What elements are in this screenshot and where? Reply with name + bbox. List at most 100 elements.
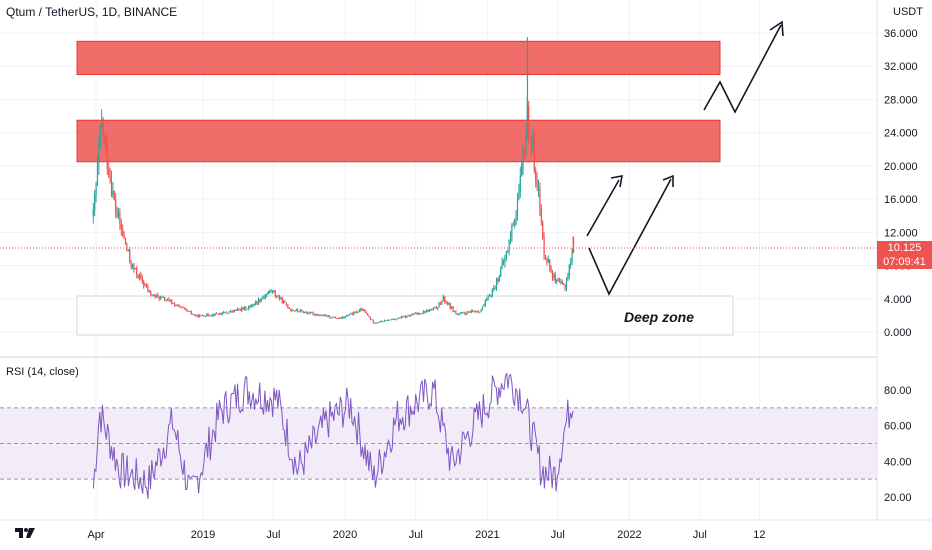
candle-body <box>444 296 446 302</box>
candle-body <box>467 311 470 313</box>
candle-body <box>284 301 286 303</box>
candle-body <box>518 191 520 201</box>
candle-body <box>494 288 496 289</box>
candle-body <box>199 315 201 318</box>
candle-body <box>140 275 142 278</box>
candle-body <box>348 314 351 316</box>
candle-body <box>351 313 353 315</box>
candle-body <box>106 144 108 170</box>
candle-body <box>421 312 423 314</box>
candle-body <box>319 315 321 317</box>
candle-body <box>323 314 325 316</box>
candle-body <box>346 315 348 317</box>
price-tick-label: 16.000 <box>884 194 918 206</box>
candle-body <box>207 313 209 316</box>
candle-body <box>487 295 489 300</box>
candle-body <box>409 316 411 317</box>
time-tick-label: Jul <box>551 529 565 541</box>
candle-body <box>445 301 447 303</box>
time-axis[interactable]: Apr 2019 Jul 2020 Jul 2021 Jul 2022 Jul 12 <box>87 529 765 541</box>
candle-body <box>287 305 289 308</box>
candle-body <box>481 306 484 311</box>
rsi-indicator-label[interactable]: RSI (14, close) <box>6 366 79 378</box>
candle-body <box>521 163 523 176</box>
candle-body <box>498 276 500 282</box>
candle-body <box>340 317 342 319</box>
candle-body <box>418 313 421 315</box>
resistance-zone <box>76 119 721 163</box>
candle-body <box>283 301 285 304</box>
candle-body <box>371 319 373 321</box>
candle-body <box>270 291 272 292</box>
candle-body <box>514 218 516 226</box>
candle-body <box>176 304 178 306</box>
candlestick-series <box>92 37 575 324</box>
candle-body <box>530 136 533 151</box>
candle-body <box>173 303 176 306</box>
time-tick-label: Jul <box>409 529 423 541</box>
candle-body <box>98 147 100 163</box>
candle-body <box>472 310 474 312</box>
candle-body <box>147 286 149 291</box>
candle-body <box>473 311 475 313</box>
candle-body <box>164 297 166 301</box>
candle-body <box>221 312 223 315</box>
candle-body <box>556 279 558 283</box>
candle-body <box>420 313 422 315</box>
candle-body <box>276 295 278 297</box>
candle-body <box>388 319 390 321</box>
candle-body <box>519 175 521 192</box>
candle-body <box>404 316 407 318</box>
candle-body <box>143 281 145 286</box>
rsi-axis[interactable]: 20.00 40.00 60.00 80.00 <box>884 385 912 504</box>
candle-body <box>500 268 502 277</box>
candle-body <box>155 294 157 297</box>
candle-body <box>215 313 218 315</box>
candle-body <box>193 314 195 316</box>
candle-body <box>529 136 531 138</box>
candle-body <box>462 312 464 314</box>
candle-body <box>108 169 110 176</box>
candle-body <box>295 309 297 311</box>
candle-body <box>491 289 493 296</box>
price-axis[interactable]: 0.0004.0008.00012.00016.00020.00024.0002… <box>884 28 918 339</box>
candle-body <box>112 190 114 196</box>
deep-zone-label: Deep zone <box>624 309 695 325</box>
candle-body <box>369 317 372 320</box>
symbol-title[interactable]: Qtum / TetherUS, 1D, BINANCE <box>6 5 178 19</box>
candle-body <box>571 251 573 262</box>
time-tick-label: Jul <box>693 529 707 541</box>
candle-body <box>486 299 488 301</box>
candle-body <box>169 300 171 301</box>
candle-body <box>537 186 540 188</box>
candle-body <box>337 318 339 320</box>
candle-body <box>508 240 510 252</box>
candle-body <box>246 308 248 310</box>
candle-body <box>507 251 509 253</box>
price-tick-label: 0.000 <box>884 327 912 339</box>
time-tick-label: 2019 <box>191 529 215 541</box>
rsi-tick-label: 80.00 <box>884 385 912 397</box>
candle-body <box>504 257 506 263</box>
candle-body <box>400 316 402 318</box>
candle-body <box>547 259 549 262</box>
candle-body <box>336 318 338 320</box>
candle-body <box>131 264 134 268</box>
candle-body <box>175 305 177 307</box>
candle-body <box>446 302 449 305</box>
candle-body <box>564 284 566 290</box>
candle-body <box>449 303 451 309</box>
candle-body <box>375 322 377 324</box>
candle-body <box>213 314 215 316</box>
time-tick-label: 2021 <box>475 529 499 541</box>
candle-body <box>183 307 185 309</box>
candle-body <box>277 296 279 298</box>
candle-body <box>269 291 271 293</box>
candle-body <box>528 106 530 137</box>
candle-body <box>211 314 213 316</box>
candle-body <box>171 300 173 304</box>
candle-body <box>231 310 233 312</box>
candle-body <box>162 297 164 298</box>
tradingview-logo-icon[interactable] <box>14 526 36 540</box>
